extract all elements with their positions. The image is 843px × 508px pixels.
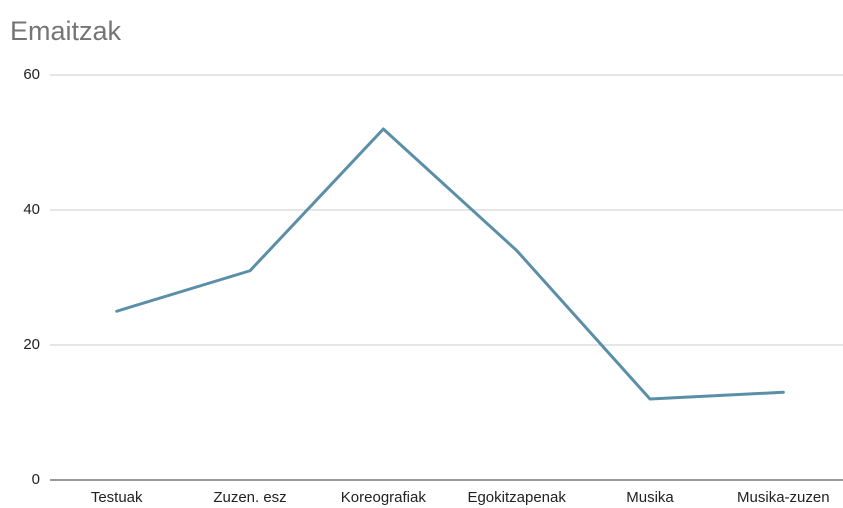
x-tick-label: Koreografiak	[341, 489, 427, 506]
x-tick-label: Testuak	[91, 489, 143, 506]
x-tick-label: Zuzen. esz	[213, 489, 286, 506]
y-tick-label: 20	[23, 336, 40, 353]
x-tick-label: Musika-zuzen	[737, 489, 830, 506]
x-tick-label: Musika	[626, 489, 674, 506]
line-series	[115, 127, 785, 401]
x-tick-label: Egokitzapenak	[467, 489, 566, 506]
y-tick-label: 60	[23, 66, 40, 83]
y-tick-label: 0	[32, 471, 40, 488]
chart-title: Emaitzak	[10, 16, 122, 46]
y-tick-label: 40	[23, 201, 40, 218]
